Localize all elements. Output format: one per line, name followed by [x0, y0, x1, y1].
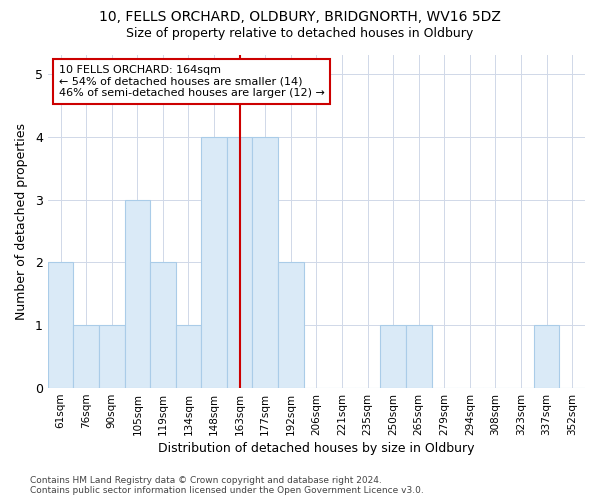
Bar: [278, 262, 304, 388]
Y-axis label: Number of detached properties: Number of detached properties: [15, 123, 28, 320]
Text: Contains HM Land Registry data © Crown copyright and database right 2024.
Contai: Contains HM Land Registry data © Crown c…: [30, 476, 424, 495]
Text: 10 FELLS ORCHARD: 164sqm
← 54% of detached houses are smaller (14)
46% of semi-d: 10 FELLS ORCHARD: 164sqm ← 54% of detach…: [59, 65, 325, 98]
Bar: [253, 136, 278, 388]
Bar: [406, 325, 431, 388]
Bar: [99, 325, 125, 388]
Text: Size of property relative to detached houses in Oldbury: Size of property relative to detached ho…: [127, 28, 473, 40]
X-axis label: Distribution of detached houses by size in Oldbury: Distribution of detached houses by size …: [158, 442, 475, 455]
Bar: [227, 136, 253, 388]
Bar: [176, 325, 201, 388]
Bar: [380, 325, 406, 388]
Bar: [150, 262, 176, 388]
Bar: [534, 325, 559, 388]
Bar: [125, 200, 150, 388]
Bar: [48, 262, 73, 388]
Bar: [201, 136, 227, 388]
Bar: [73, 325, 99, 388]
Text: 10, FELLS ORCHARD, OLDBURY, BRIDGNORTH, WV16 5DZ: 10, FELLS ORCHARD, OLDBURY, BRIDGNORTH, …: [99, 10, 501, 24]
